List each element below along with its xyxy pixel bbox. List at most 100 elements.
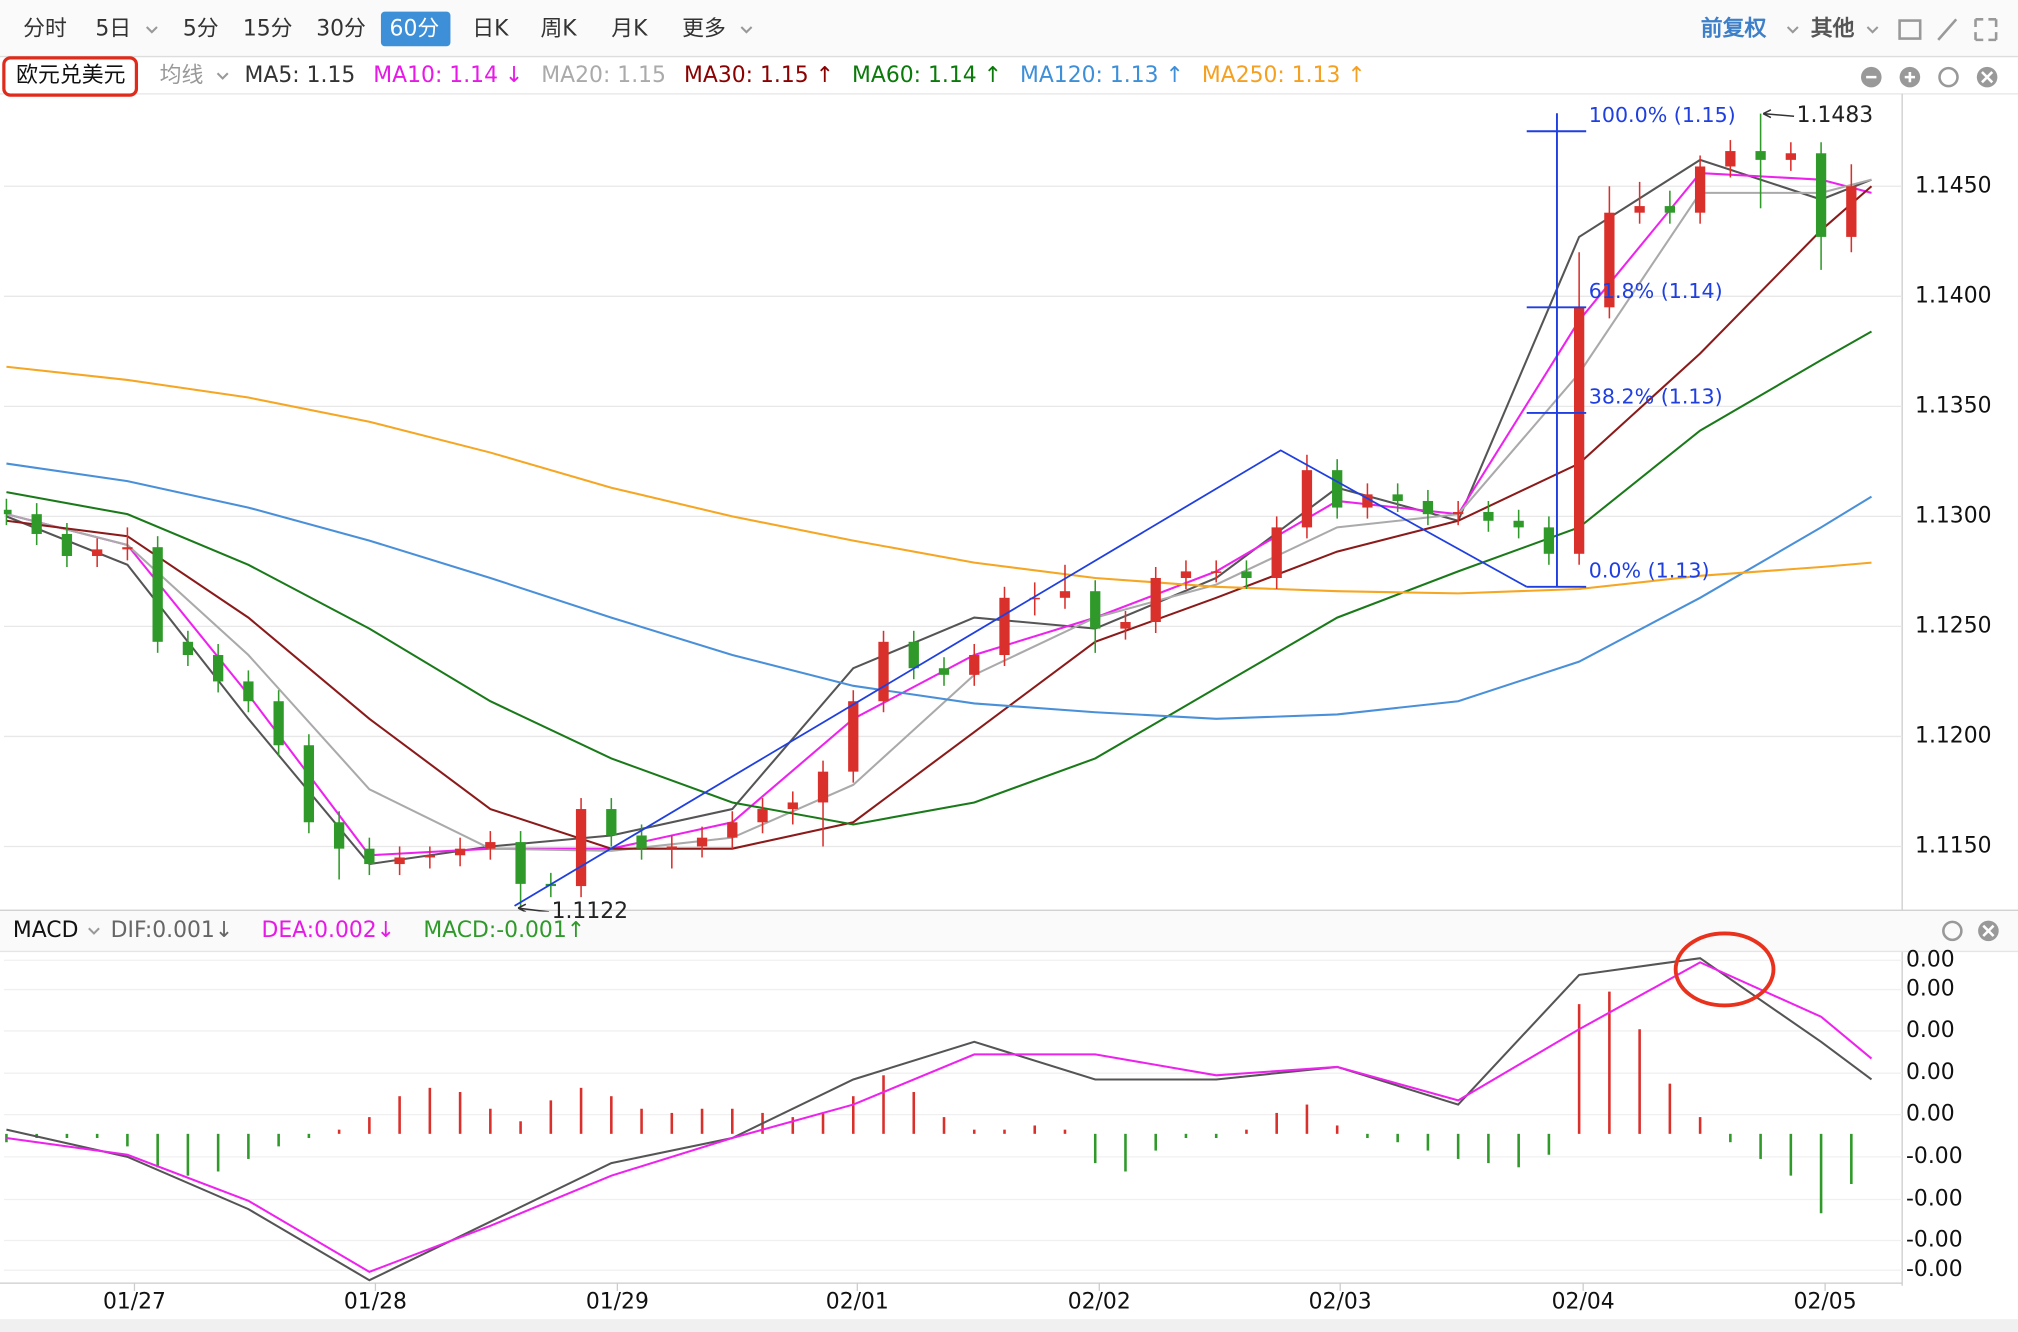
candle-body: [969, 655, 980, 675]
candle-body: [938, 668, 950, 675]
period-tab[interactable]: 30分: [316, 17, 366, 42]
ma-line: [6, 330, 1873, 826]
candle-body: [878, 641, 889, 702]
period-tab[interactable]: 60分: [390, 17, 440, 42]
candle-body: [1029, 597, 1040, 600]
trend-line: [514, 449, 1528, 907]
candle-body: [817, 771, 829, 803]
candle-body: [1725, 151, 1736, 167]
candle-body: [333, 822, 345, 849]
legend-entry: MA5: 1.15: [245, 63, 356, 88]
candle-body: [1211, 571, 1222, 573]
candle-body: [182, 641, 194, 656]
candle-body: [364, 848, 375, 865]
ma-line: [6, 365, 1872, 595]
candle-body: [1301, 470, 1313, 528]
y-tick-label: 1.1400: [1915, 283, 1992, 308]
y-tick-label: 0.00: [1906, 1060, 1955, 1085]
candle-body: [1120, 622, 1131, 629]
annotation-label: 1.1122: [552, 899, 629, 924]
candle-body: [606, 809, 617, 836]
period-selected-bg: [380, 11, 451, 47]
y-tick-label: 0.00: [1906, 1102, 1955, 1127]
candle-body: [1090, 591, 1101, 629]
candle-body: [848, 701, 859, 772]
toolbar: [0, 0, 2018, 57]
candle-body: [92, 549, 103, 556]
candle-body: [243, 681, 254, 702]
macd-settings-icon[interactable]: [1942, 920, 1963, 942]
x-tick-label: 02/02: [1068, 1289, 1131, 1314]
candle-body: [273, 701, 284, 746]
fib-label: 61.8% (1.14): [1589, 279, 1723, 303]
candle-body: [1392, 494, 1403, 501]
x-tick-label: 01/29: [586, 1289, 649, 1314]
layout-icon[interactable]: [1898, 19, 1922, 40]
candle-body: [1150, 577, 1161, 623]
macd-panel: [3, 957, 1903, 1282]
fib-label: 0.0% (1.13): [1589, 558, 1710, 582]
macd-title: MACD: [13, 918, 79, 943]
y-tick-label: -0.00: [1906, 1187, 1963, 1212]
ma-line: [6, 462, 1873, 720]
period-tab[interactable]: 5日: [95, 17, 131, 42]
icon-glyphs: [1982, 924, 1995, 937]
candle-body: [1332, 470, 1343, 508]
candle-body: [1543, 527, 1555, 554]
annotation-arrow: [1762, 109, 1795, 119]
candle-body: [515, 842, 526, 884]
fullscreen-icon[interactable]: [1974, 18, 1998, 42]
scrollbar[interactable]: [0, 1319, 2018, 1332]
candle-body: [1846, 186, 1857, 237]
dropdown-arrow: [740, 26, 753, 34]
annotation-arrow: [517, 903, 550, 912]
toolbar-menu[interactable]: 前复权: [1701, 16, 1767, 42]
period-tab[interactable]: 更多: [682, 17, 726, 42]
candle-body: [1694, 166, 1706, 213]
candle-body: [1271, 527, 1282, 578]
x-tick-label: 02/05: [1794, 1289, 1857, 1314]
candle-body: [1664, 206, 1676, 213]
draw-icon[interactable]: [1937, 18, 1958, 41]
period-tab[interactable]: 日K: [472, 17, 509, 42]
dropdown-arrow: [88, 927, 100, 935]
period-tab[interactable]: 5分: [183, 17, 219, 42]
candle-body: [636, 835, 647, 849]
symbol-highlight: [2, 56, 139, 97]
y-tick-label: 0.00: [1906, 977, 1955, 1002]
period-tab[interactable]: 分时: [23, 17, 67, 42]
candle-body: [1422, 500, 1434, 515]
settings-icon[interactable]: [1938, 66, 1959, 88]
candle-body: [1755, 151, 1766, 160]
y-tick-label: 0.00: [1906, 1018, 1955, 1043]
x-tick-label: 02/01: [826, 1289, 889, 1314]
candle-body: [485, 842, 496, 849]
period-tab[interactable]: 月K: [611, 17, 648, 42]
candle-body: [3, 509, 12, 515]
overlay-menu[interactable]: 均线: [160, 63, 204, 88]
candle-body: [1362, 494, 1373, 508]
y-tick-label: 1.1350: [1915, 393, 1992, 418]
candle-body: [152, 547, 163, 642]
legend-entry: DEA:0.002↓: [261, 918, 395, 943]
legend-entry: DIF:0.001↓: [111, 918, 233, 943]
dropdown-arrow: [1866, 26, 1879, 34]
macd-line: [6, 957, 1873, 1282]
legend-entry: MA250: 1.13 ↑: [1202, 63, 1366, 88]
legend-entry: MACD:-0.001↑: [423, 918, 585, 943]
symbol-name: 欧元兑美元: [16, 63, 125, 88]
y-tick-label: -0.00: [1906, 1257, 1963, 1282]
period-tab[interactable]: 15分: [243, 17, 293, 42]
fib-label: 100.0% (1.15): [1589, 103, 1736, 127]
candle-body: [696, 837, 708, 847]
candle-body: [1604, 212, 1615, 308]
toolbar-menu[interactable]: 其他: [1811, 17, 1855, 42]
candle-body: [31, 514, 42, 534]
x-tick-label: 01/28: [344, 1289, 407, 1314]
dropdown-arrow: [1786, 26, 1799, 34]
period-tab[interactable]: 周K: [540, 17, 577, 42]
candle-body: [122, 547, 133, 550]
